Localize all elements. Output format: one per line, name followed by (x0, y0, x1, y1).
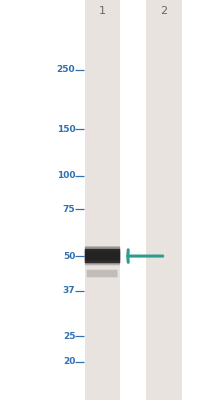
FancyBboxPatch shape (84, 246, 120, 260)
Text: 250: 250 (57, 66, 75, 74)
Text: 100: 100 (57, 172, 75, 180)
FancyBboxPatch shape (84, 251, 120, 265)
Text: 25: 25 (63, 332, 75, 341)
FancyBboxPatch shape (84, 249, 120, 263)
Text: 20: 20 (63, 358, 75, 366)
Text: 50: 50 (63, 252, 75, 260)
Bar (84, 0, 120, 400)
Text: 75: 75 (62, 205, 75, 214)
Text: 37: 37 (62, 286, 75, 295)
FancyBboxPatch shape (86, 270, 117, 277)
Text: 2: 2 (160, 6, 167, 16)
Text: 1: 1 (99, 6, 105, 16)
Text: 150: 150 (57, 124, 75, 134)
Bar (145, 0, 181, 400)
